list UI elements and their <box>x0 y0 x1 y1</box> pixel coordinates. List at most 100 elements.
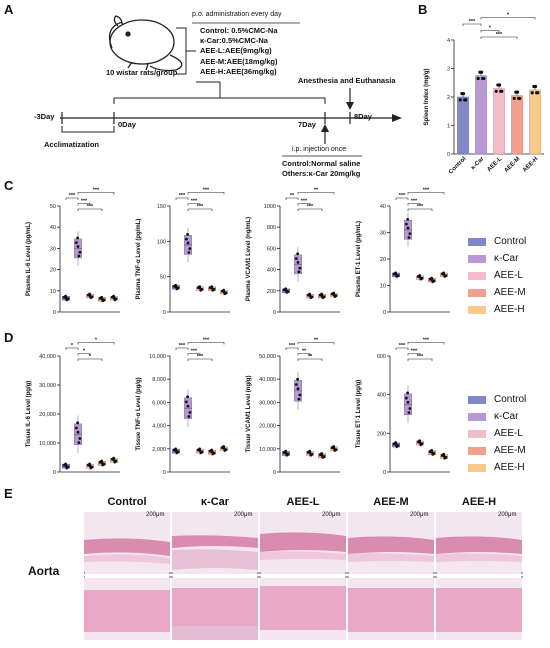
data-point <box>100 297 104 301</box>
legend-c-control: Control <box>468 236 526 247</box>
y-axis-label: Plasma IL-6 Level (pg/mL) <box>26 222 32 296</box>
data-point <box>174 285 178 289</box>
y-tick-label: 1 <box>447 124 450 130</box>
significance-bracket <box>187 192 225 195</box>
data-point <box>112 458 116 462</box>
y-tick-label: 400 <box>267 268 276 274</box>
he-image-kcar-low <box>172 512 258 574</box>
significance-label: * <box>507 13 510 19</box>
scale-bar-4: 200μm <box>410 512 429 518</box>
data-point <box>296 387 300 391</box>
chart-c-vcam1: 0 200 400 600 800 1000 Plasma VCAM1 Level (ng/… <box>246 188 340 316</box>
significance-bracket <box>77 203 91 206</box>
significance-bracket <box>175 197 189 200</box>
y-tick-label: 0 <box>383 470 386 476</box>
he-image-aee-m-high <box>348 578 434 640</box>
y-tick-label: 20 <box>380 257 386 263</box>
significance-bracket <box>77 192 115 195</box>
legend-c-aee-l: AEE-L <box>468 270 523 281</box>
y-tick-label: 40 <box>380 204 386 210</box>
significance-bracket <box>407 208 433 211</box>
significance-label: *** <box>203 338 210 344</box>
significance-bracket <box>462 23 482 26</box>
y-tick-label: 200 <box>267 289 276 295</box>
data-point <box>442 454 446 458</box>
significance-bracket <box>65 197 79 200</box>
data-point <box>100 461 104 465</box>
significance-label: *** <box>307 204 314 210</box>
significance-bracket <box>395 347 409 350</box>
y-tick-label: 0 <box>383 310 386 316</box>
data-point <box>184 237 188 241</box>
scale-bar-3: 200μm <box>322 512 341 518</box>
data-point <box>74 426 78 430</box>
significance-label: ** <box>314 188 319 194</box>
data-point <box>406 226 410 230</box>
data-point <box>198 286 202 290</box>
y-tick-label: 10 <box>50 289 56 295</box>
significance-bracket <box>187 358 213 361</box>
x-tick-label: AEE-M <box>503 156 521 174</box>
bar <box>475 75 487 155</box>
bar <box>511 95 523 155</box>
y-tick-label: 10,000 <box>259 447 276 453</box>
y-tick-label: 0 <box>163 310 166 316</box>
y-tick-label: 100 <box>157 239 166 245</box>
y-axis-label: Plasma TNF-α Level (pg/mL) <box>136 219 142 300</box>
y-tick-label: 4 <box>447 38 450 44</box>
data-point <box>514 90 518 94</box>
he-col-aee-h: AEE-H <box>461 496 497 508</box>
y-tick-label: 40,000 <box>39 354 56 360</box>
y-tick-label: 0 <box>447 152 450 158</box>
he-col-control: Control <box>107 496 147 508</box>
y-tick-label: 0 <box>273 470 276 476</box>
data-point <box>76 245 80 248</box>
he-image-kcar-high <box>172 578 258 640</box>
significance-bracket <box>187 208 213 211</box>
data-point <box>460 91 464 96</box>
legend-d-aee-m: AEE-M <box>468 445 526 456</box>
data-point <box>186 241 190 245</box>
data-point <box>64 464 68 468</box>
y-tick-label: 30,000 <box>259 400 276 406</box>
data-point <box>430 278 434 282</box>
data-point <box>320 294 324 298</box>
significance-bracket <box>480 36 518 39</box>
data-point <box>407 411 411 415</box>
data-point <box>284 289 288 292</box>
y-tick-label: 200 <box>377 431 386 437</box>
y-tick-label: 600 <box>377 354 386 360</box>
row-label-aorta: Aorta <box>28 564 60 578</box>
y-axis-label: Plasma VCAM1 Level (ng/mL) <box>246 217 252 301</box>
panel-a-diagram <box>60 15 402 157</box>
data-point <box>332 446 336 450</box>
significance-bracket <box>77 208 103 211</box>
data-point <box>210 450 214 454</box>
he-connectors <box>84 572 523 580</box>
data-point <box>64 296 68 300</box>
data-point <box>222 446 226 450</box>
y-tick-label: 30,000 <box>39 383 56 389</box>
day-7: 7Day <box>298 120 316 129</box>
y-tick-label: 30 <box>380 231 386 237</box>
data-point <box>406 391 410 395</box>
significance-label: *** <box>496 32 503 38</box>
y-tick-label: 0 <box>163 470 166 476</box>
y-tick-label: 0 <box>273 310 276 316</box>
data-point <box>530 91 534 95</box>
data-point <box>499 89 503 93</box>
significance-label: ** <box>302 349 307 355</box>
significance-label: *** <box>423 338 430 344</box>
significance-bracket <box>297 203 311 206</box>
y-tick-label: 2 <box>447 95 450 101</box>
significance-label: *** <box>93 188 100 194</box>
he-image-aee-h-low <box>436 512 522 574</box>
significance-label: *** <box>81 199 88 205</box>
significance-label: *** <box>203 188 210 194</box>
data-point <box>294 257 298 260</box>
data-point <box>77 254 81 258</box>
admin-header: p.o. administration every day <box>192 11 282 18</box>
data-point <box>186 232 190 236</box>
significance-bracket <box>175 347 189 350</box>
